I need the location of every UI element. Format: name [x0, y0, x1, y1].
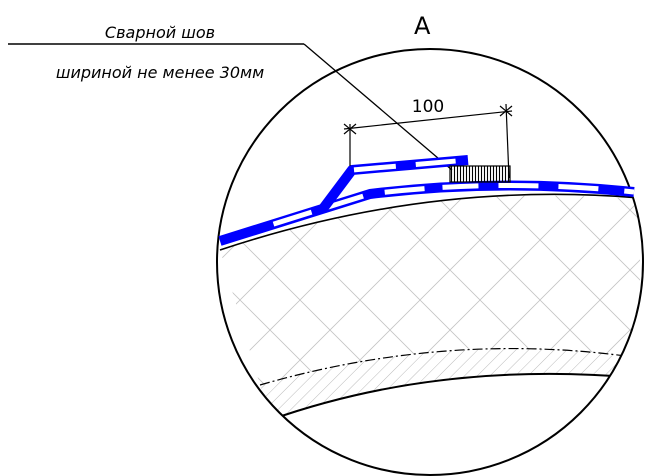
callout-leader: [303, 43, 453, 171]
lower-layer-hatch: [260, 348, 640, 420]
insulation-hatch: [220, 195, 640, 385]
dimension-tick-right-cross: [499, 105, 513, 117]
dimension-extension-right: [505, 103, 510, 179]
upper-membrane-gaps: [320, 157, 469, 212]
detail-circle: [216, 48, 644, 476]
lower-layer-bottom-line: [269, 372, 641, 421]
detail-interior: [219, 193, 641, 421]
lower-layer-top-line: [259, 347, 641, 386]
detail-label: А: [414, 12, 431, 40]
base-surface-line: [219, 193, 641, 251]
dimension-line: [343, 110, 513, 130]
dimension-100: 100: [343, 97, 513, 179]
weld-seam: [449, 165, 511, 183]
callout-line-2: шириной не менее 30мм: [56, 63, 264, 82]
dimension-tick-left-cross: [343, 123, 357, 135]
dimension-value: 100: [412, 97, 444, 117]
lower-membrane-gaps: [219, 182, 635, 244]
callout-line-1: Сварной шов: [105, 23, 215, 42]
